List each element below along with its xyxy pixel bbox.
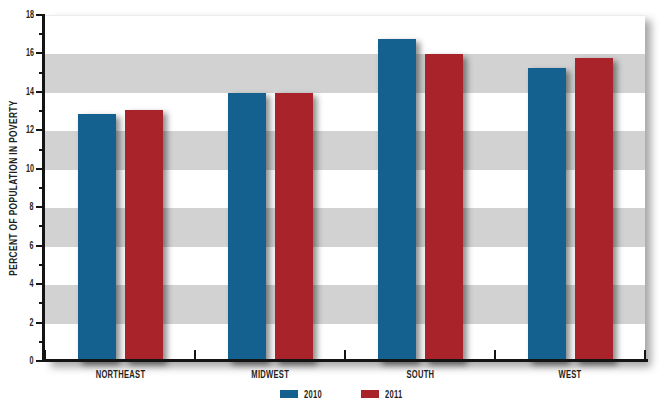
y-axis-tick-label-text: 18: [26, 9, 34, 21]
y-axis-tick-label: 10: [0, 163, 34, 175]
y-axis-tick: [36, 322, 43, 324]
bar-2011-northeast: [125, 110, 163, 362]
x-axis-label-west: WEST: [495, 368, 645, 380]
y-axis-tick-label-text: 4: [30, 278, 34, 290]
y-axis-minor-tick: [39, 302, 43, 304]
y-axis-tick-label: 4: [0, 278, 34, 290]
x-axis-tick: [194, 350, 196, 362]
y-axis-minor-tick: [39, 187, 43, 189]
legend-swatch-2011: [361, 390, 379, 398]
y-axis-tick-label: 8: [0, 201, 34, 213]
legend-swatch-2010: [280, 390, 298, 398]
y-axis-minor-tick: [39, 72, 43, 74]
bar-2011-south: [425, 54, 463, 362]
y-axis-tick-label: 14: [0, 86, 34, 98]
bar-2010-west: [528, 68, 566, 362]
y-axis-tick: [36, 168, 43, 170]
legend-label-2010: 2010: [304, 388, 329, 400]
x-axis-label-midwest: MIDWEST: [195, 368, 345, 380]
legend-item-2010: 2010: [280, 388, 329, 400]
plot-band: [45, 16, 645, 54]
y-axis-minor-tick: [39, 225, 43, 227]
x-axis-label-northeast: NORTHEAST: [45, 368, 195, 380]
bar-2010-south: [378, 39, 416, 362]
y-axis-tick-label: 2: [0, 317, 34, 329]
y-axis-tick-label-text: 16: [26, 47, 34, 59]
y-axis-tick-label: 18: [0, 9, 34, 21]
y-axis-tick-label-text: 6: [30, 240, 34, 252]
y-axis-tick-label: 0: [0, 355, 34, 367]
bar-2010-northeast: [78, 114, 116, 362]
y-axis-tick: [36, 360, 43, 362]
y-axis-tick-label-text: 8: [30, 201, 34, 213]
y-axis-minor-tick: [39, 149, 43, 151]
y-axis-tick: [36, 129, 43, 131]
y-axis-tick-label: 16: [0, 47, 34, 59]
x-axis-label-text: MIDWEST: [251, 368, 289, 380]
y-axis-minor-tick: [39, 110, 43, 112]
x-axis-tick: [344, 350, 346, 362]
x-axis-label-south: SOUTH: [345, 368, 495, 380]
y-axis-minor-tick: [39, 264, 43, 266]
legend-label-text: 2011: [385, 388, 403, 400]
y-axis-minor-tick: [39, 341, 43, 343]
y-axis-tick-label-text: 0: [30, 355, 34, 367]
y-axis-tick: [36, 283, 43, 285]
legend-label-2011: 2011: [385, 388, 409, 400]
x-axis-tick: [644, 350, 646, 362]
x-axis-tick: [494, 350, 496, 362]
bar-2011-midwest: [275, 93, 313, 362]
poverty-bar-chart: PERCENT OF POPULATION IN POVERTY 2010201…: [0, 0, 660, 413]
y-axis-tick-label: 6: [0, 240, 34, 252]
legend: 2010 2011: [45, 386, 645, 402]
y-axis-minor-tick: [39, 33, 43, 35]
x-axis-label-text: SOUTH: [406, 368, 434, 380]
y-axis-tick: [36, 52, 43, 54]
y-axis-tick: [36, 206, 43, 208]
y-axis-tick: [36, 14, 43, 16]
y-axis-tick: [36, 91, 43, 93]
y-axis-tick: [36, 245, 43, 247]
x-axis-label-text: NORTHEAST: [95, 368, 145, 380]
x-axis-label-text: WEST: [559, 368, 582, 380]
bar-2010-midwest: [228, 93, 266, 362]
y-axis-tick-label-text: 12: [26, 124, 34, 136]
y-axis-tick-label-text: 10: [26, 163, 34, 175]
y-axis-tick-label: 12: [0, 124, 34, 136]
plot-area: [45, 15, 645, 362]
y-axis-tick-label-text: 2: [30, 317, 34, 329]
legend-label-text: 2010: [304, 388, 322, 400]
bar-2011-west: [575, 58, 613, 362]
x-axis-tick: [44, 350, 46, 362]
y-axis-tick-label-text: 14: [26, 86, 34, 98]
legend-item-2011: 2011: [361, 388, 409, 400]
